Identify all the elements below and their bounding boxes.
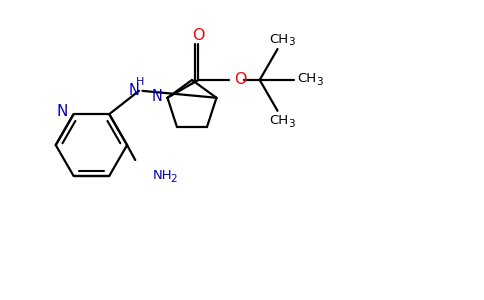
Text: N: N <box>57 104 68 119</box>
Text: N: N <box>129 83 139 98</box>
Text: H: H <box>136 77 144 87</box>
Text: O: O <box>192 28 205 43</box>
Text: N: N <box>152 89 163 104</box>
Text: 3: 3 <box>288 119 295 129</box>
Text: 2: 2 <box>170 174 177 184</box>
Text: NH: NH <box>153 169 172 182</box>
Text: CH: CH <box>270 114 288 127</box>
Text: CH: CH <box>270 33 288 46</box>
Text: 3: 3 <box>288 37 295 47</box>
Text: 3: 3 <box>316 77 323 87</box>
Text: O: O <box>234 72 246 87</box>
Text: CH: CH <box>297 73 317 85</box>
